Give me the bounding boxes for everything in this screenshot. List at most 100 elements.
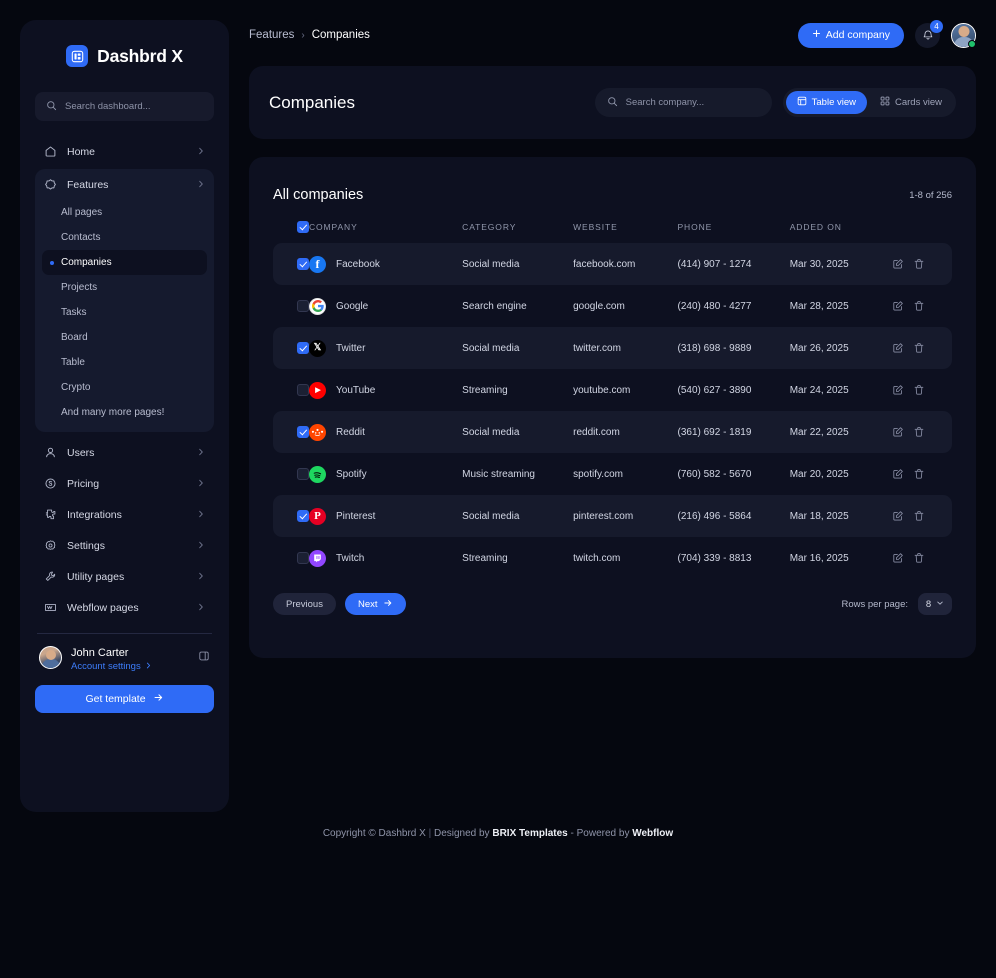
sidebar-subitem-tasks[interactable]: Tasks [42, 300, 207, 325]
notifications[interactable]: 4 [915, 19, 943, 48]
company-website[interactable]: google.com [573, 300, 625, 312]
row-checkbox[interactable] [297, 342, 309, 354]
company-website[interactable]: spotify.com [573, 468, 623, 480]
next-page-button[interactable]: Next [344, 593, 406, 615]
bullet-icon [50, 336, 54, 340]
row-checkbox[interactable] [297, 426, 309, 438]
star-icon [44, 178, 57, 191]
sidebar-item-integrations[interactable]: Integrations [35, 499, 214, 530]
sidebar-subitem-contacts[interactable]: Contacts [42, 225, 207, 250]
sidebar-subitem-companies[interactable]: Companies [42, 250, 207, 275]
edit-icon[interactable] [892, 510, 904, 522]
delete-icon[interactable] [913, 426, 925, 438]
company-website[interactable]: pinterest.com [573, 495, 678, 537]
company-website[interactable]: twitch.com [573, 552, 621, 564]
company-phone: (704) 339 - 8813 [677, 552, 752, 564]
sidebar-item-users[interactable]: Users [35, 437, 214, 468]
search-input[interactable] [65, 101, 203, 112]
sidebar-subitem-table[interactable]: Table [42, 350, 207, 375]
row-checkbox[interactable] [297, 510, 309, 522]
sidebar-subitem-board[interactable]: Board [42, 325, 207, 350]
column-header-company[interactable]: COMPANY [309, 222, 358, 232]
footer-designer-link[interactable]: BRIX Templates [492, 828, 568, 839]
brand-logo[interactable]: Dashbrd X [35, 20, 214, 92]
edit-icon[interactable] [892, 258, 904, 270]
sidebar-subitem-label: Crypto [61, 382, 91, 393]
edit-icon[interactable] [892, 468, 904, 480]
company-search-input[interactable] [625, 97, 760, 108]
table-row[interactable]: P Pinterest Social media pinterest.com (216)… [273, 495, 952, 537]
table-row[interactable]: Google Search engine google.com (240) 480 -… [273, 285, 952, 327]
pagination: Previous Next Rows per page: 8 [249, 579, 976, 615]
table-row[interactable]: f Facebook Social media facebook.com (414) 9… [273, 243, 952, 285]
company-website[interactable]: facebook.com [573, 243, 678, 285]
delete-icon[interactable] [913, 300, 925, 312]
sidebar-subitem-crypto[interactable]: Crypto [42, 375, 207, 400]
sidebar-item-utility-pages[interactable]: Utility pages [35, 561, 214, 592]
sidebar-profile[interactable]: John Carter Account settings [35, 643, 214, 672]
column-header-added-on[interactable]: ADDED ON [789, 222, 842, 232]
footer-platform-link[interactable]: Webflow [632, 828, 674, 839]
row-checkbox[interactable] [297, 468, 309, 480]
add-company-button[interactable]: Add company [797, 22, 904, 48]
bullet-icon [50, 386, 54, 390]
edit-icon[interactable] [892, 426, 904, 438]
collapse-panel-icon[interactable] [198, 649, 210, 667]
get-template-button[interactable]: Get template [35, 685, 214, 713]
company-phone: (540) 627 - 3890 [677, 384, 752, 396]
delete-icon[interactable] [913, 384, 925, 396]
column-header-category[interactable]: CATEGORY [462, 222, 517, 232]
sidebar-subitem-projects[interactable]: Projects [42, 275, 207, 300]
row-checkbox[interactable] [297, 300, 309, 312]
table-row[interactable]: Spotify Music streaming spotify.com (760) 5… [273, 453, 952, 495]
edit-icon[interactable] [892, 384, 904, 396]
sidebar-item-settings[interactable]: Settings [35, 530, 214, 561]
sidebar-item-pricing[interactable]: Pricing [35, 468, 214, 499]
row-checkbox[interactable] [297, 258, 309, 270]
delete-icon[interactable] [913, 258, 925, 270]
row-checkbox[interactable] [297, 552, 309, 564]
grid-icon [880, 96, 890, 109]
chevron-right-icon [197, 510, 205, 520]
company-website[interactable]: youtube.com [573, 384, 631, 396]
user-avatar[interactable] [951, 22, 976, 48]
select-all-checkbox[interactable] [297, 221, 309, 233]
company-website[interactable]: twitter.com [573, 327, 678, 369]
row-checkbox[interactable] [297, 384, 309, 396]
company-category: Social media [462, 327, 574, 369]
sidebar-item-features[interactable]: Features [35, 169, 214, 200]
table-row[interactable]: Reddit Social media reddit.com (361) 692 - … [273, 411, 952, 453]
table-row[interactable]: Twitch Streaming twitch.com (704) 339 - 881… [273, 537, 952, 579]
sidebar-subitem-more-pages[interactable]: And many more pages! [42, 400, 207, 425]
sidebar-subitem-all-pages[interactable]: All pages [42, 200, 207, 225]
table-row[interactable]: ▶ YouTube Streaming youtube.com (540) 627 - … [273, 369, 952, 411]
company-search[interactable] [594, 88, 772, 117]
sidebar-item-webflow-pages[interactable]: Webflow pages [35, 592, 214, 623]
edit-icon[interactable] [892, 300, 904, 312]
account-settings-link[interactable]: Account settings [71, 661, 152, 672]
tab-table-view[interactable]: Table view [785, 91, 867, 114]
company-website[interactable]: reddit.com [573, 411, 678, 453]
rows-per-page-select[interactable]: 8 [918, 593, 952, 615]
companies-table-card: All companies 1-8 of 256 COMPANY CATEGOR… [249, 157, 976, 658]
dollar-circle-icon [44, 477, 57, 490]
edit-icon[interactable] [892, 552, 904, 564]
company-phone: (414) 907 - 1274 [677, 243, 790, 285]
tab-cards-view[interactable]: Cards view [869, 91, 953, 114]
online-status-dot [968, 39, 976, 48]
column-header-phone[interactable]: PHONE [677, 222, 713, 232]
table-row[interactable]: 𝕏 Twitter Social media twitter.com (318) 698… [273, 327, 952, 369]
previous-page-button[interactable]: Previous [273, 593, 336, 615]
chevron-right-icon [197, 479, 205, 489]
company-added-on: Mar 16, 2025 [789, 552, 849, 564]
delete-icon[interactable] [913, 468, 925, 480]
sidebar-item-home[interactable]: Home [35, 136, 214, 167]
column-header-website[interactable]: WEBSITE [573, 222, 618, 232]
edit-icon[interactable] [892, 342, 904, 354]
delete-icon[interactable] [913, 552, 925, 564]
bullet-icon [50, 286, 54, 290]
delete-icon[interactable] [913, 342, 925, 354]
delete-icon[interactable] [913, 510, 925, 522]
sidebar-search[interactable] [35, 92, 214, 121]
breadcrumb-parent[interactable]: Features [249, 29, 295, 41]
